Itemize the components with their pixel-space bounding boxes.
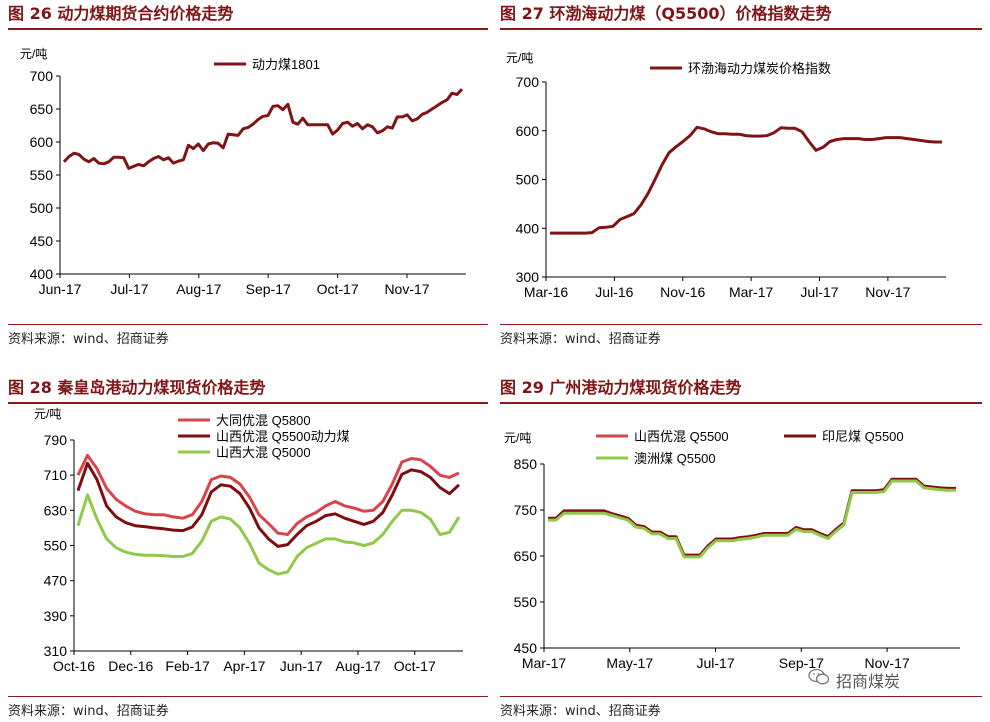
y-axis-label: 元/吨 — [504, 431, 531, 445]
chart-svg: 元/吨 300 400 500 600 700 Mar-16 Jul-16 Nov-16 Mar-… — [506, 51, 946, 300]
source-rule — [500, 324, 982, 325]
source-rule — [500, 696, 982, 697]
y-tick-label: 600 — [516, 123, 540, 139]
chart-panel-27: 图 27 环渤海动力煤（Q5500）价格指数走势 元/吨 300 400 500 600… — [500, 2, 982, 354]
x-tick-label: Jul-16 — [595, 284, 633, 300]
x-tick-label: Mar-17 — [729, 284, 774, 300]
legend-label: 环渤海动力煤炭价格指数 — [688, 61, 831, 76]
x-tick-label: Aug-17 — [335, 658, 380, 674]
x-tick-label: May-17 — [606, 655, 653, 671]
y-tick-label: 710 — [44, 467, 68, 483]
x-tick-label: Nov-17 — [384, 281, 429, 297]
source-note: 资料来源：wind、招商证券 — [8, 332, 169, 347]
x-tick-label: Feb-17 — [165, 658, 210, 674]
title-rule — [500, 402, 982, 404]
x-tick-label: Oct-17 — [394, 658, 436, 674]
source-note: 资料来源：wind、招商证券 — [500, 704, 661, 719]
chart-title: 图 26 动力煤期货合约价格走势 — [8, 4, 234, 23]
y-tick-label: 500 — [30, 200, 54, 216]
y-tick-label: 500 — [516, 172, 540, 188]
chart-title: 图 29 广州港动力煤现货价格走势 — [500, 378, 742, 397]
x-tick-label: Sep-17 — [246, 281, 291, 297]
y-tick-label: 390 — [44, 608, 68, 624]
y-tick-label: 300 — [516, 269, 540, 285]
y-tick-label: 470 — [44, 573, 68, 589]
y-tick-label: 700 — [516, 74, 540, 90]
chart-title: 图 28 秦皇岛港动力煤现货价格走势 — [8, 378, 266, 397]
title-rule — [8, 402, 488, 404]
x-tick-label: Nov-17 — [865, 655, 910, 671]
watermark-text: 招商煤炭 — [836, 672, 901, 691]
legend-label: 山西大混 Q5000 — [216, 445, 311, 460]
x-tick-label: Oct-17 — [317, 281, 359, 297]
x-tick-label: Nov-16 — [660, 284, 705, 300]
source-note: 资料来源：wind、招商证券 — [8, 704, 169, 719]
series-line-3 — [76, 493, 461, 576]
x-tick-label: Jul-17 — [696, 655, 734, 671]
x-tick-label: Jul-17 — [110, 281, 148, 297]
y-axis-label: 元/吨 — [506, 51, 533, 65]
title-rule — [8, 28, 488, 30]
legend-label: 澳洲煤 Q5500 — [634, 451, 716, 466]
y-axis-label: 元/吨 — [20, 47, 47, 61]
title-rule — [500, 28, 982, 30]
y-tick-label: 600 — [30, 134, 54, 150]
series-line-1 — [76, 453, 460, 536]
legend-label: 印尼煤 Q5500 — [822, 429, 904, 444]
series-line-1 — [548, 478, 956, 558]
series-line-1 — [550, 125, 942, 235]
y-tick-label: 650 — [30, 101, 54, 117]
chart-svg: 元/吨 450 550 650 750 850 Mar-17 May-17 Jul-17 Sep-… — [504, 429, 960, 671]
y-tick-label: 450 — [30, 233, 54, 249]
y-tick-label: 310 — [44, 643, 68, 659]
x-tick-label: Apr-17 — [223, 658, 265, 674]
y-tick-label: 750 — [514, 502, 538, 518]
source-rule — [8, 696, 488, 697]
x-tick-label: Nov-17 — [865, 284, 910, 300]
x-tick-label: Mar-16 — [524, 284, 569, 300]
y-tick-label: 790 — [44, 432, 68, 448]
y-tick-label: 450 — [514, 640, 538, 656]
series-line-2 — [548, 477, 956, 557]
x-tick-label: Jun-17 — [280, 658, 323, 674]
legend-label: 大同优混 Q5800 — [216, 413, 311, 428]
y-tick-label: 400 — [30, 266, 54, 282]
legend-label: 山西优混 Q5500动力煤 — [216, 429, 350, 444]
chart-svg: 元/吨 400 450 500 550 600 650 700 Jun-17 Jul-17 Aug-… — [20, 47, 466, 297]
x-tick-label: Sep-17 — [779, 655, 824, 671]
legend-label: 山西优混 Q5500 — [634, 429, 729, 444]
chart-panel-28: 图 28 秦皇岛港动力煤现货价格走势 元/吨 310 390 470 550 630 710… — [8, 376, 488, 722]
y-tick-label: 650 — [514, 548, 538, 564]
chart-svg: 元/吨 310 390 470 550 630 710 790 Oct-16 Dec-16 Feb-… — [34, 407, 463, 674]
x-tick-label: Aug-17 — [176, 281, 221, 297]
chart-title: 图 27 环渤海动力煤（Q5500）价格指数走势 — [500, 4, 832, 23]
legend-label: 动力煤1801 — [252, 57, 320, 72]
x-tick-label: Jul-17 — [800, 284, 838, 300]
series-line-3 — [548, 479, 956, 559]
source-note: 资料来源：wind、招商证券 — [500, 332, 661, 347]
y-tick-label: 550 — [514, 594, 538, 610]
chart-panel-26: 图 26 动力煤期货合约价格走势 元/吨 400 450 500 550 600 650 70… — [8, 2, 488, 354]
source-rule — [8, 324, 488, 325]
x-tick-label: Mar-17 — [522, 655, 567, 671]
series-line-1 — [62, 88, 464, 170]
chart-panel-29: 图 29 广州港动力煤现货价格走势 元/吨 450 550 650 750 850 Mar-… — [500, 376, 982, 722]
y-axis-label: 元/吨 — [34, 407, 61, 421]
y-tick-label: 550 — [30, 167, 54, 183]
y-tick-label: 550 — [44, 538, 68, 554]
x-tick-label: Jun-17 — [39, 281, 82, 297]
wechat-icon — [808, 668, 830, 685]
x-tick-label: Dec-16 — [108, 658, 153, 674]
series-line-2 — [76, 461, 461, 548]
y-tick-label: 850 — [514, 456, 538, 472]
x-tick-label: Oct-16 — [53, 658, 95, 674]
y-tick-label: 630 — [44, 502, 68, 518]
y-tick-label: 700 — [30, 68, 54, 84]
y-tick-label: 400 — [516, 220, 540, 236]
